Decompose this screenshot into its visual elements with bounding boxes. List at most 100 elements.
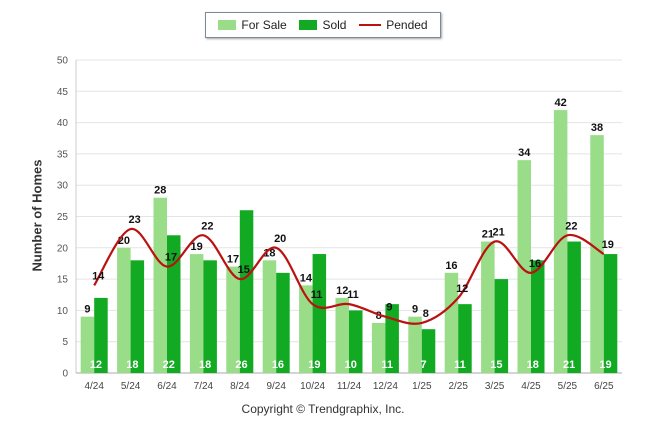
data-label-sold: 26 xyxy=(235,359,247,371)
bar-for-sale xyxy=(590,135,604,373)
y-tick-label: 45 xyxy=(57,87,69,98)
bar-for-sale xyxy=(371,322,386,373)
legend-label-sold: Sold xyxy=(322,18,347,32)
x-tick-label: 6/24 xyxy=(157,381,177,392)
legend-label-pended: Pended xyxy=(386,18,428,32)
bar-for-sale xyxy=(335,297,349,373)
y-tick-label: 35 xyxy=(57,149,69,160)
y-tick-label: 50 xyxy=(57,56,69,67)
data-label-for-sale: 18 xyxy=(263,247,275,259)
data-label-pended: 8 xyxy=(423,308,429,320)
data-label-pended: 20 xyxy=(274,233,286,245)
data-label-pended: 19 xyxy=(602,239,614,251)
data-label-sold: 12 xyxy=(90,359,102,371)
data-label-for-sale: 9 xyxy=(412,304,418,316)
y-tick-label: 5 xyxy=(62,337,68,348)
bar-sold xyxy=(239,210,254,373)
x-tick-label: 5/25 xyxy=(558,381,578,392)
x-tick-label: 3/25 xyxy=(485,381,505,392)
bar-sold xyxy=(531,260,545,373)
data-label-pended: 14 xyxy=(92,270,105,282)
bar-sold xyxy=(385,304,399,373)
data-label-sold: 16 xyxy=(272,359,284,371)
data-label-pended: 22 xyxy=(565,220,577,232)
legend-swatch-sold xyxy=(299,20,318,30)
bar-for-sale xyxy=(262,260,277,373)
x-tick-label: 4/24 xyxy=(84,381,104,392)
data-label-pended: 12 xyxy=(456,283,468,295)
x-tick-label: 2/25 xyxy=(448,381,468,392)
bar-sold xyxy=(130,260,145,373)
bar-sold xyxy=(94,297,108,373)
data-label-pended: 17 xyxy=(165,252,177,264)
data-label-sold: 19 xyxy=(308,359,320,371)
data-label-sold: 21 xyxy=(563,359,575,371)
y-tick-label: 40 xyxy=(57,118,69,129)
x-tick-label: 11/24 xyxy=(337,381,362,392)
bar-for-sale xyxy=(153,197,167,373)
data-label-pended: 9 xyxy=(386,302,392,314)
data-label-sold: 7 xyxy=(420,359,426,371)
data-label-for-sale: 17 xyxy=(227,254,239,266)
bar-sold xyxy=(421,329,436,373)
x-tick-label: 6/25 xyxy=(594,381,614,392)
x-tick-label: 1/25 xyxy=(412,381,432,392)
data-label-pended: 11 xyxy=(347,289,359,301)
data-label-sold: 22 xyxy=(163,359,175,371)
y-tick-label: 20 xyxy=(57,243,69,254)
data-label-for-sale: 21 xyxy=(482,229,494,241)
bar-for-sale xyxy=(189,254,204,373)
data-label-sold: 18 xyxy=(126,359,138,371)
data-label-sold: 19 xyxy=(599,359,611,371)
bar-for-sale xyxy=(481,241,495,373)
line-pended xyxy=(93,227,605,325)
bar-sold xyxy=(567,241,581,373)
y-tick-label: 30 xyxy=(57,181,69,192)
legend-item-for-sale[interactable]: For Sale xyxy=(218,18,287,32)
bar-for-sale xyxy=(299,285,313,373)
data-label-sold: 15 xyxy=(490,359,502,371)
y-axis-label: Number of Homes xyxy=(29,159,45,272)
data-label-sold: 18 xyxy=(199,359,211,371)
data-label-pended: 21 xyxy=(492,227,504,239)
data-label-for-sale: 38 xyxy=(591,122,603,134)
data-label-for-sale: 14 xyxy=(300,272,313,284)
legend-label-for-sale: For Sale xyxy=(241,18,287,32)
bar-for-sale xyxy=(117,247,131,373)
data-label-pended: 15 xyxy=(238,264,250,276)
x-tick-label: 12/24 xyxy=(373,381,398,392)
x-tick-label: 7/24 xyxy=(194,381,214,392)
legend-swatch-pended xyxy=(359,24,382,26)
data-label-sold: 18 xyxy=(527,359,539,371)
data-label-pended: 22 xyxy=(201,220,213,232)
bar-sold xyxy=(167,235,181,373)
data-label-for-sale: 28 xyxy=(154,185,166,197)
data-label-for-sale: 8 xyxy=(376,310,382,322)
data-label-for-sale: 16 xyxy=(445,260,457,272)
data-label-for-sale: 42 xyxy=(555,97,567,109)
y-tick-label: 25 xyxy=(57,212,69,223)
data-label-pended: 23 xyxy=(128,214,140,226)
bar-for-sale xyxy=(80,316,95,373)
bar-sold xyxy=(312,254,327,373)
data-label-for-sale: 19 xyxy=(191,241,203,253)
bar-for-sale xyxy=(517,160,531,373)
x-tick-label: 5/24 xyxy=(121,381,141,392)
y-tick-label: 15 xyxy=(57,275,69,286)
bar-sold xyxy=(494,279,509,373)
data-label-sold: 11 xyxy=(454,359,466,371)
bar-sold xyxy=(603,254,618,373)
bar-sold xyxy=(203,260,217,373)
data-label-sold: 10 xyxy=(345,359,357,371)
legend-item-sold[interactable]: Sold xyxy=(299,18,346,32)
x-tick-label: 8/24 xyxy=(230,381,250,392)
data-label-pended: 11 xyxy=(311,289,323,301)
y-tick-label: 10 xyxy=(57,306,69,317)
bar-sold xyxy=(276,272,290,373)
legend: For Sale Sold Pended xyxy=(205,12,441,38)
x-tick-label: 10/24 xyxy=(300,381,325,392)
legend-item-pended[interactable]: Pended xyxy=(359,18,428,32)
x-tick-label: 9/24 xyxy=(266,381,286,392)
bar-for-sale xyxy=(408,316,422,373)
